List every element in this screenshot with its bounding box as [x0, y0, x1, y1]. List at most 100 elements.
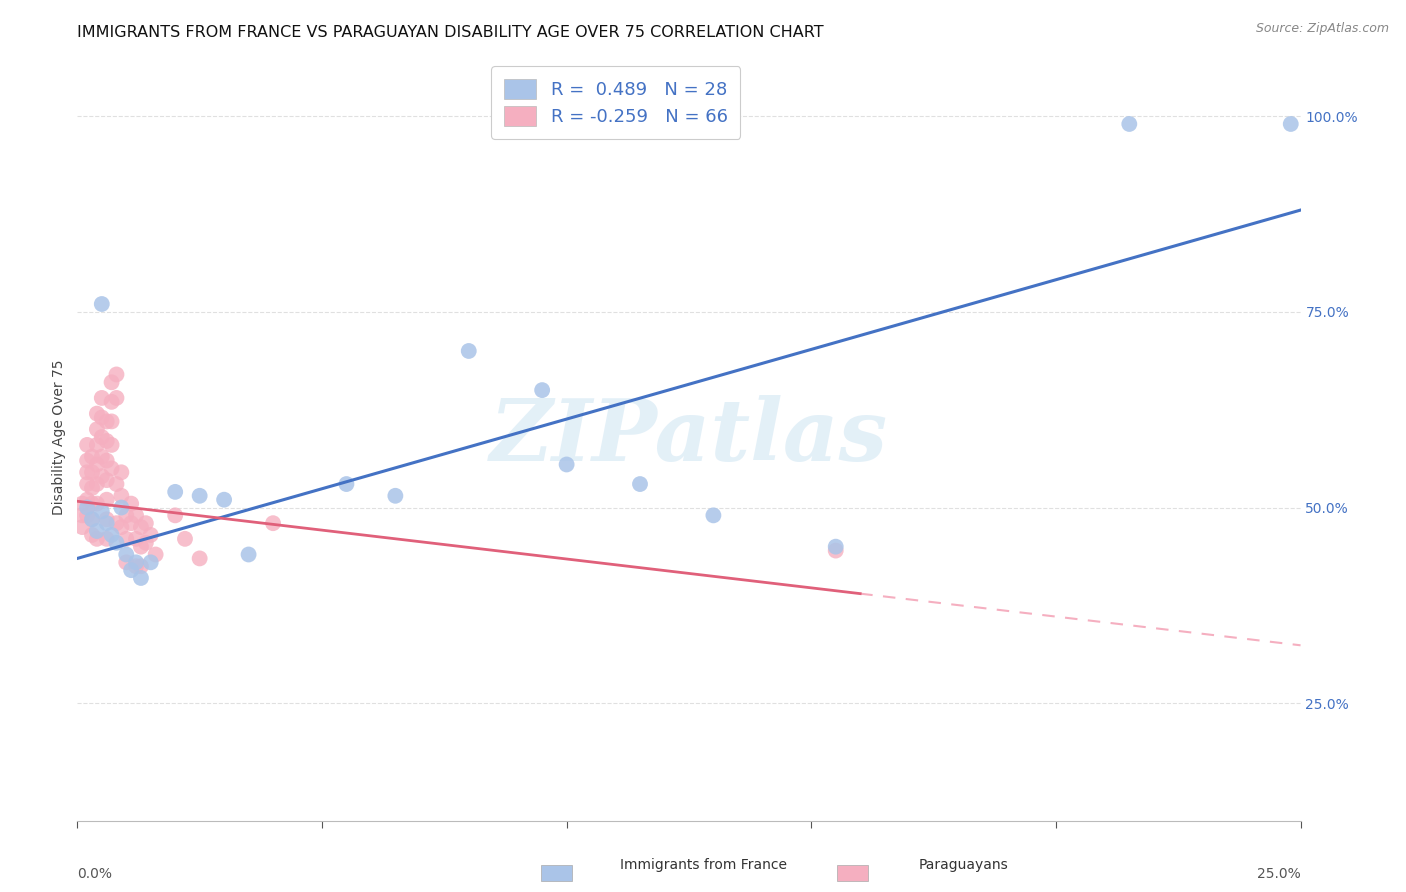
Point [125, 508, 148, 523]
Point [1279, 117, 1302, 131]
Point [80, 528, 103, 542]
Point [80, 512, 103, 526]
Point [86, 477, 108, 491]
Point [165, 508, 187, 523]
Point [129, 540, 152, 554]
Point [100, 461, 122, 475]
Point [1118, 117, 1140, 131]
Text: ZIPatlas: ZIPatlas [489, 395, 889, 479]
Point [70, 520, 93, 534]
Point [86, 524, 108, 538]
Point [90, 504, 112, 518]
Point [115, 532, 138, 546]
Point [129, 520, 152, 534]
Point [96, 453, 118, 467]
Point [702, 508, 724, 523]
Point [100, 414, 122, 428]
Point [105, 477, 128, 491]
Point [824, 540, 846, 554]
Point [115, 548, 138, 562]
Point [110, 465, 132, 479]
Point [105, 368, 128, 382]
Legend: R =  0.489   N = 28, R = -0.259   N = 66: R = 0.489 N = 28, R = -0.259 N = 66 [491, 66, 740, 138]
Point [80, 512, 103, 526]
Point [80, 497, 103, 511]
Point [105, 391, 128, 405]
Point [145, 548, 167, 562]
Point [90, 391, 112, 405]
Point [86, 532, 108, 546]
Point [76, 500, 98, 515]
Point [96, 434, 118, 448]
Text: Paraguayans: Paraguayans [918, 858, 1008, 872]
Point [70, 508, 93, 523]
Point [90, 410, 112, 425]
Point [555, 458, 578, 472]
Point [165, 484, 187, 499]
Point [384, 489, 406, 503]
Point [135, 535, 157, 549]
Point [86, 422, 108, 436]
Point [90, 450, 112, 464]
Point [96, 516, 118, 531]
Point [86, 407, 108, 421]
Point [531, 383, 554, 397]
Point [76, 465, 98, 479]
Point [96, 414, 118, 428]
Point [100, 528, 122, 542]
Point [96, 473, 118, 487]
Point [90, 469, 112, 483]
Point [139, 528, 162, 542]
Text: IMMIGRANTS FROM FRANCE VS PARAGUAYAN DISABILITY AGE OVER 75 CORRELATION CHART: IMMIGRANTS FROM FRANCE VS PARAGUAYAN DIS… [77, 25, 824, 40]
Point [262, 516, 284, 531]
Point [120, 497, 142, 511]
Point [120, 563, 142, 577]
Point [115, 555, 138, 569]
Point [86, 458, 108, 472]
Point [76, 508, 98, 523]
Point [628, 477, 651, 491]
Y-axis label: Disability Age Over 75: Disability Age Over 75 [52, 359, 66, 515]
Point [105, 535, 128, 549]
Point [86, 438, 108, 452]
Text: Source: ZipAtlas.com: Source: ZipAtlas.com [1256, 22, 1389, 36]
Point [80, 450, 103, 464]
Point [129, 559, 152, 574]
Point [90, 297, 112, 311]
Point [212, 492, 235, 507]
Point [96, 512, 118, 526]
Point [125, 555, 148, 569]
Point [238, 548, 260, 562]
Point [188, 489, 211, 503]
Point [90, 430, 112, 444]
Point [120, 516, 142, 531]
Point [125, 532, 148, 546]
Text: 0.0%: 0.0% [77, 867, 112, 880]
Text: 25.0%: 25.0% [1257, 867, 1301, 880]
Point [100, 395, 122, 409]
Point [335, 477, 357, 491]
Point [110, 489, 132, 503]
Point [110, 500, 132, 515]
Point [76, 477, 98, 491]
Point [70, 497, 93, 511]
Point [86, 497, 108, 511]
Point [80, 465, 103, 479]
Point [174, 532, 197, 546]
Point [139, 555, 162, 569]
Point [105, 516, 128, 531]
Point [110, 520, 132, 534]
Point [115, 508, 138, 523]
Point [96, 492, 118, 507]
Point [129, 571, 152, 585]
Point [125, 559, 148, 574]
Point [76, 453, 98, 467]
Point [188, 551, 211, 566]
Point [824, 543, 846, 558]
Text: Immigrants from France: Immigrants from France [620, 858, 786, 872]
Point [76, 438, 98, 452]
Point [96, 532, 118, 546]
Point [76, 492, 98, 507]
Point [100, 438, 122, 452]
Point [457, 343, 479, 358]
